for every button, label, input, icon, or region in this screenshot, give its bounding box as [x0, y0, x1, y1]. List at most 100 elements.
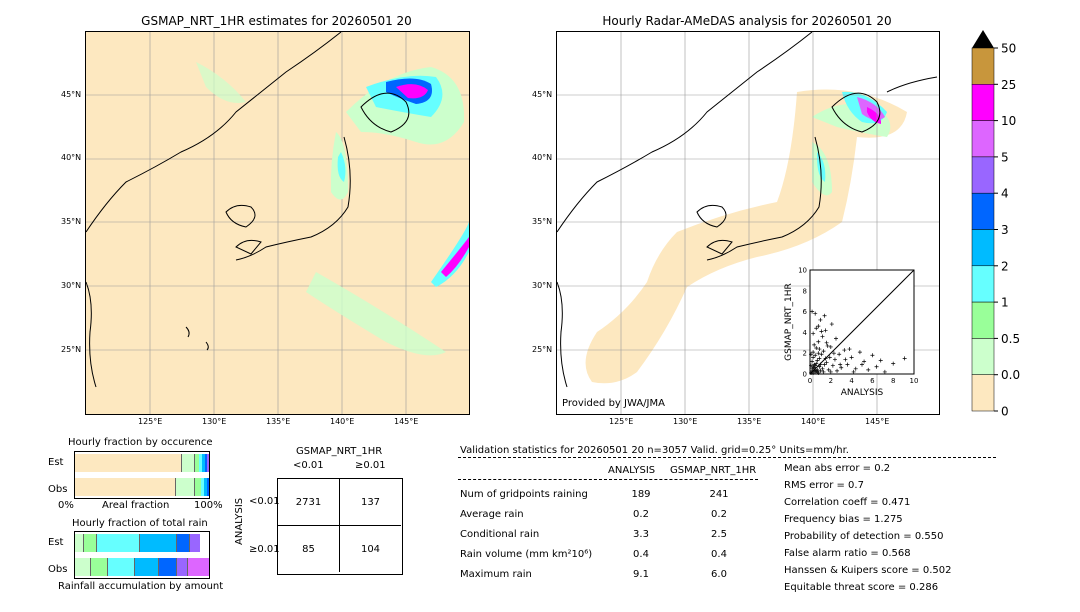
left-lon-tick-1: 125°E: [138, 417, 163, 426]
stat-analysis-5: 9.1: [633, 569, 649, 580]
scatter-point-54: [870, 353, 875, 358]
scatter-point-29: [824, 360, 829, 365]
scatter-point-39: [849, 355, 854, 360]
colorbar-label-8: 0.5: [1001, 332, 1020, 346]
scatter-point-9: [818, 368, 823, 373]
contingency-cell-12: 137: [340, 479, 401, 526]
right-lat-tick-1: 45°N: [532, 90, 553, 99]
colorbar-label-7: 1: [1001, 296, 1009, 310]
scatter-point-18: [819, 352, 824, 357]
scatter-point-36: [839, 365, 844, 370]
scatter-xlabel: ANALYSIS: [841, 388, 884, 398]
right-lat-tick-4: 30°N: [532, 281, 553, 290]
right-lon-tick-5: 145°E: [865, 417, 890, 426]
score-7: Hanssen & Kuipers score = 0.502: [784, 565, 952, 576]
left-lon-tick-3: 135°E: [266, 417, 291, 426]
right-lon-tick-4: 140°E: [801, 417, 826, 426]
scatter-point-30: [826, 367, 831, 372]
scatter-point-49: [817, 347, 822, 352]
scatter-xtick-1: 2: [829, 377, 833, 385]
contingency-cell-11: 2731: [278, 479, 340, 526]
scatter-point-16: [816, 339, 821, 344]
scatter-point-59: [902, 356, 907, 361]
left-map-title: GSMAP_NRT_1HR estimates for 20260501 20: [141, 14, 412, 28]
occ-est-label: Est: [48, 457, 64, 468]
score-6: False alarm ratio = 0.568: [784, 548, 911, 559]
scatter-point-27: [822, 362, 827, 367]
rainfall-accumulation-label: Rainfall accumulation by amount: [58, 581, 224, 592]
colorbar-label-6: 2: [1001, 259, 1009, 273]
occurrence-panel: [74, 451, 210, 499]
scatter-point-13: [813, 353, 818, 358]
occ-obs-bar: [75, 478, 209, 496]
contingency-title: GSMAP_NRT_1HR: [296, 446, 383, 457]
scatter-point-62: [819, 329, 824, 334]
scatter-point-58: [891, 361, 896, 366]
stat-analysis-4: 0.4: [633, 549, 649, 560]
scatter-xtick-0: 0: [808, 377, 812, 385]
scatter-point-48: [822, 313, 827, 318]
scatter-diagonal: [809, 269, 915, 375]
left-lat-tick-2: 40°N: [61, 153, 82, 162]
score-5: Probability of detection = 0.550: [784, 531, 944, 542]
total-rain-title: Hourly fraction of total rain: [72, 518, 208, 529]
colorbar-label-10: 0: [1001, 405, 1009, 419]
colorbar-segment-0: [971, 47, 995, 85]
scatter-point-61: [813, 311, 818, 316]
scatter-point-52: [862, 359, 867, 364]
left-map-canvas: [86, 32, 469, 414]
stat-gsmap-2: 0.2: [711, 509, 727, 520]
scatter-point-34: [835, 368, 840, 373]
scatter-plot: 00 2 2 4 4 6 6 8 8 10 10 ANALYSIS GSMAP_NRT_1HR: [784, 267, 918, 399]
right-lon-tick-2: 130°E: [673, 417, 698, 426]
scatter-point-23: [813, 363, 818, 368]
scatter-xtick-2: 4: [849, 377, 854, 385]
scatter-point-35: [837, 352, 842, 357]
colorbar-extend-triangle: [972, 30, 994, 48]
scatter-point-65: [838, 362, 843, 367]
scatter-xtick-4: 8: [891, 377, 895, 385]
scatter-point-78: [828, 369, 833, 374]
colorbar-label-4: 4: [1001, 187, 1009, 201]
scatter-point-21: [810, 366, 815, 371]
score-2: RMS error = 0.7: [784, 480, 864, 491]
right-map-coastlines: [557, 32, 938, 388]
contingency-row-lt: <0.01: [249, 496, 280, 507]
scatter-point-33: [832, 357, 837, 362]
colorbar-label-0: 50: [1001, 42, 1016, 56]
contingency-col-ge: ≥0.01: [355, 460, 386, 471]
stat-label-2: Average rain: [460, 509, 524, 520]
scatter-point-67: [847, 347, 852, 352]
tot-obs-label: Obs: [48, 564, 68, 575]
scatter-point-74: [825, 343, 830, 348]
scatter-point-73: [821, 369, 826, 374]
contingency-row-axis: ANALYSIS: [234, 497, 245, 545]
left-lat-tick-3: 35°N: [61, 217, 82, 226]
scatter-ytick-5: 10: [798, 267, 807, 275]
col-analysis: ANALYSIS: [608, 465, 656, 476]
col-gsmap: GSMAP_NRT_1HR: [670, 465, 757, 476]
scatter-point-25: [814, 368, 819, 373]
scatter-ytick-3: 6: [803, 308, 808, 316]
right-lon-tick-1: 125°E: [609, 417, 634, 426]
colorbar-segment-2: [971, 120, 995, 158]
colorbar-label-5: 3: [1001, 223, 1009, 237]
scatter-point-68: [851, 369, 856, 374]
right-map-precip: [812, 91, 891, 196]
scatter-ytick-1: 2: [803, 350, 807, 358]
score-4: Frequency bias = 1.275: [784, 514, 903, 525]
contingency-row-ge: ≥0.01: [249, 544, 280, 555]
occurrence-title: Hourly fraction by occurence: [68, 437, 213, 448]
left-lat-tick-5: 25°N: [61, 345, 82, 354]
stat-label-3: Conditional rain: [460, 529, 540, 540]
scatter-inset: 0 0 2 2 4 4 6 6 8 8 10 10 ANALYSIS GSMAP_NRT_1HR: [778, 266, 923, 404]
colorbar-segment-1: [971, 84, 995, 121]
scatter-point-79: [809, 352, 814, 357]
scatter-point-10: [810, 359, 815, 364]
score-3: Correlation coeff = 0.471: [784, 497, 911, 508]
stat-label-1: Num of gridpoints raining: [460, 489, 588, 500]
left-map[interactable]: [85, 31, 470, 415]
scatter-ytick-0: 0: [803, 371, 807, 379]
left-map-precip: [196, 62, 469, 356]
contingency-cell-22: 104: [360, 543, 381, 555]
